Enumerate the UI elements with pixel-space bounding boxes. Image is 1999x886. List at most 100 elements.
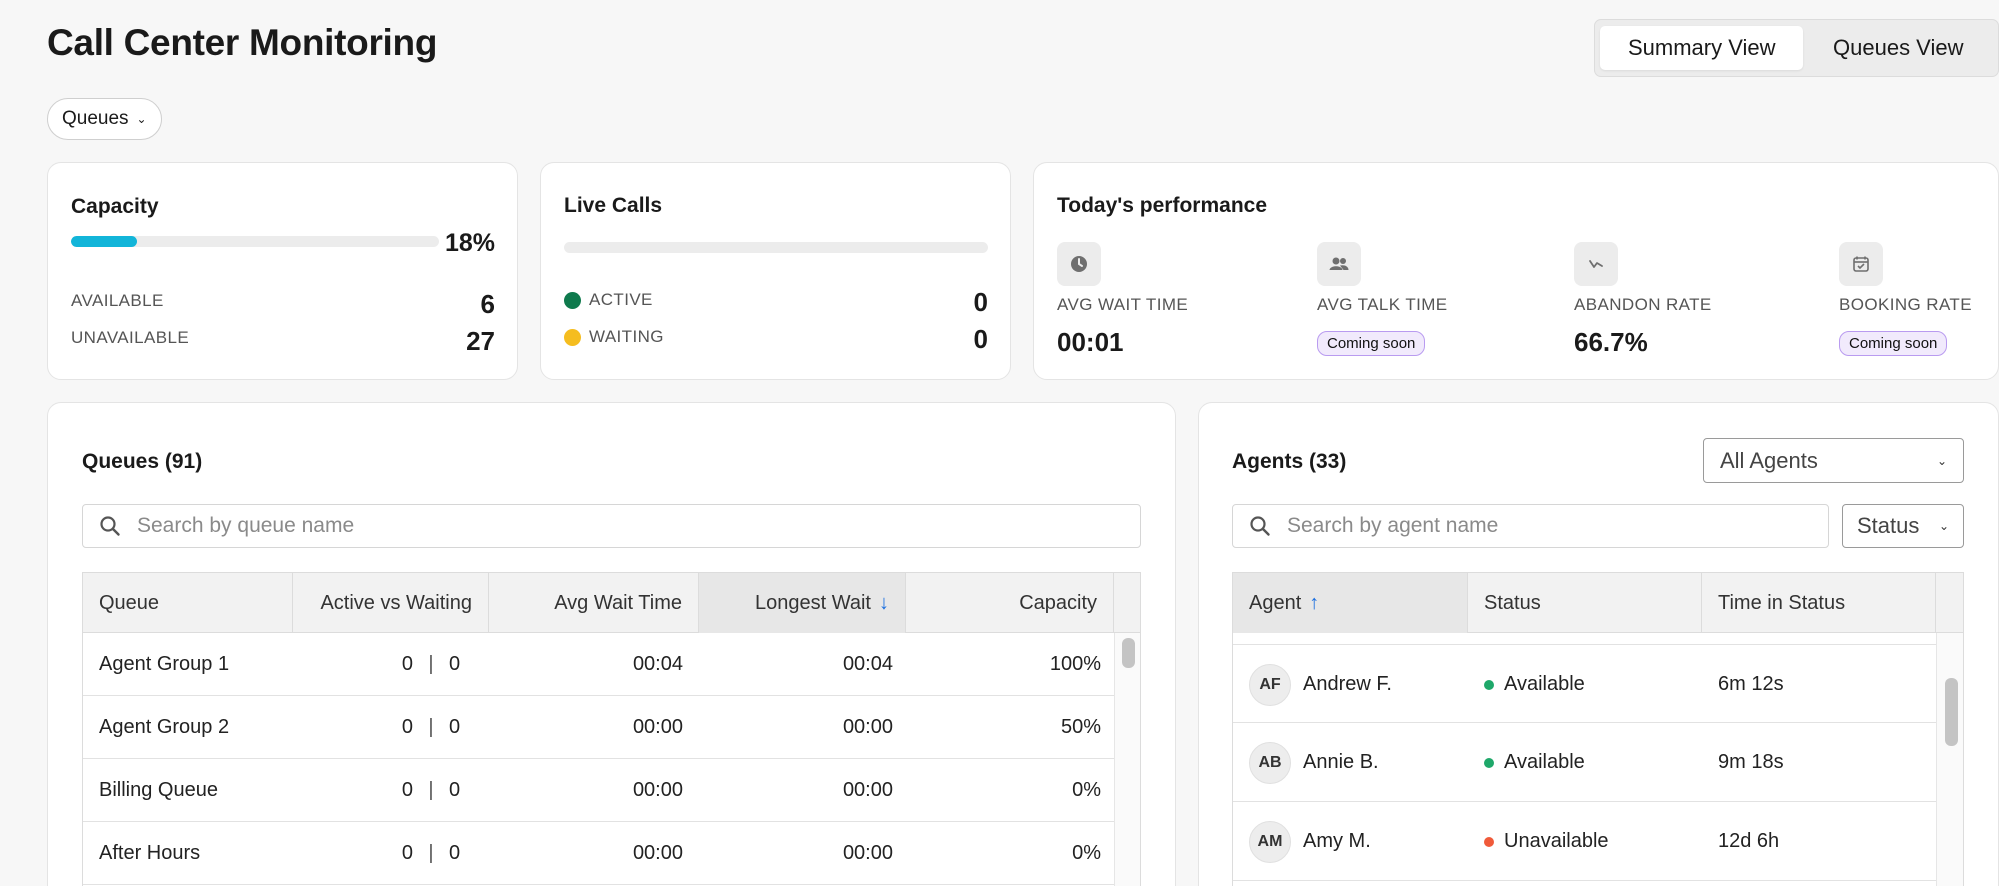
waiting-legend: WAITING (564, 327, 664, 347)
queue-name: Agent Group 2 (99, 716, 230, 738)
agents-filter-value: All Agents (1720, 447, 1818, 473)
status-cell: Available (1484, 645, 1585, 724)
active-waiting-separator: | (428, 716, 434, 738)
agent-cell: AM Amy M. (1249, 802, 1371, 881)
waiting-count: 0 (449, 716, 461, 738)
col-longest-wait-label: Longest Wait (755, 591, 871, 614)
col-longest-wait[interactable]: Longest Wait ↓ (699, 573, 906, 633)
col-avg-wait-time[interactable]: Avg Wait Time (489, 573, 699, 633)
active-count: 0 (401, 716, 413, 738)
waiting-count: 0 (449, 842, 461, 864)
agent-row[interactable]: AB Annie B. Available 9m 18s (1233, 723, 1936, 802)
capacity-title: Capacity (71, 195, 159, 218)
capacity-card: Capacity 18% AVAILABLE 6 UNAVAILABLE 27 (47, 162, 518, 380)
queue-capacity: 0% (1072, 779, 1101, 801)
col-queue[interactable]: Queue (83, 573, 293, 633)
agent-cell: AF Andrew F. (1249, 645, 1392, 724)
unavailable-value: 27 (466, 326, 495, 356)
queues-panel-title: Queues (91) (82, 450, 203, 473)
col-agent[interactable]: Agent ↑ (1233, 573, 1468, 633)
booking-rate-label: BOOKING RATE (1839, 295, 1972, 314)
live-calls-progress-bar (564, 242, 988, 253)
clock-icon (1057, 242, 1101, 286)
capacity-percent: 18% (444, 229, 495, 257)
avg-wait-time: 00:00 (632, 779, 683, 801)
queues-view-button[interactable]: Queues View (1833, 35, 1964, 60)
queue-name: After Hours (99, 842, 201, 864)
agents-scroll-thumb[interactable] (1945, 678, 1958, 746)
active-legend: ACTIVE (564, 290, 653, 310)
agent-row[interactable]: AM Amy M. Unavailable 12d 6h (1233, 802, 1936, 881)
agent-name: Amy M. (1303, 830, 1371, 852)
agent-status: Unavailable (1504, 830, 1609, 852)
queue-search-input[interactable]: Search by queue name (82, 504, 1141, 548)
calendar-check-icon (1839, 242, 1883, 286)
avatar: AF (1249, 663, 1291, 706)
time-in-status: 9m 18s (1718, 751, 1784, 773)
agent-name: Annie B. (1303, 751, 1379, 773)
waiting-status-dot (564, 328, 581, 346)
col-status[interactable]: Status (1468, 573, 1702, 633)
booking-coming-soon-badge: Coming soon (1839, 331, 1948, 356)
status-dot (1484, 836, 1494, 847)
live-calls-title: Live Calls (564, 194, 663, 217)
table-row[interactable]: Agent Group 2 0 | 0 00:00 00:00 50% (83, 696, 1114, 759)
status-dot (1484, 757, 1494, 768)
status-dot (1484, 679, 1494, 690)
avg-wait-value: 00:01 (1057, 327, 1124, 357)
people-icon (1317, 242, 1361, 286)
search-icon (1250, 516, 1270, 536)
active-count: 0 (401, 779, 413, 801)
longest-wait: 00:00 (842, 842, 893, 864)
unavailable-label: UNAVAILABLE (71, 328, 190, 347)
queue-search-placeholder: Search by queue name (137, 514, 355, 537)
agents-panel-title: Agents (33) (1232, 450, 1347, 473)
agents-table: Agent ↑ Status Time in Status AF Andrew F… (1232, 572, 1964, 886)
active-count: 0 (401, 842, 413, 864)
agent-search-input[interactable]: Search by agent name (1232, 504, 1829, 548)
queues-table-header: Queue Active vs Waiting Avg Wait Time Lo… (83, 573, 1140, 633)
table-row[interactable]: Agent Group 1 0 | 0 00:04 00:04 100% (83, 633, 1114, 696)
live-calls-card: Live Calls ACTIVE 0 WAITING 0 (540, 162, 1011, 380)
search-icon (100, 516, 120, 536)
avatar: AM (1249, 820, 1291, 863)
agents-panel: Agents (33) All Agents ⌄ Search by agent… (1198, 402, 1999, 886)
queues-filter-label: Queues (62, 108, 129, 129)
queues-scroll-thumb[interactable] (1122, 638, 1135, 668)
page-title: Call Center Monitoring (47, 22, 438, 63)
col-time-in-status[interactable]: Time in Status (1702, 573, 1936, 633)
available-value: 6 (480, 289, 495, 319)
active-waiting-separator: | (428, 779, 434, 801)
status-cell: Unavailable (1484, 802, 1609, 881)
active-waiting-separator: | (428, 842, 434, 864)
queues-filter-dropdown[interactable]: Queues ⌄ (47, 98, 162, 140)
status-filter-label: Status (1857, 513, 1920, 538)
agent-row[interactable]: AF Andrew F. Available 6m 12s (1233, 644, 1936, 723)
agents-scrollbar[interactable] (1936, 633, 1963, 886)
queues-table: Queue Active vs Waiting Avg Wait Time Lo… (82, 572, 1141, 886)
summary-view-button[interactable]: Summary View (1600, 26, 1804, 70)
abandon-rate-label: ABANDON RATE (1574, 295, 1712, 314)
longest-wait: 00:00 (842, 779, 893, 801)
capacity-progress-bar (71, 236, 439, 247)
active-label: ACTIVE (589, 290, 653, 309)
col-active-vs-waiting[interactable]: Active vs Waiting (293, 573, 489, 633)
abandon-trend-icon (1574, 242, 1618, 286)
time-in-status: 12d 6h (1718, 830, 1780, 852)
status-cell: Available (1484, 723, 1585, 802)
agent-status: Available (1504, 751, 1585, 773)
col-capacity[interactable]: Capacity (906, 573, 1114, 633)
waiting-count: 0 (449, 779, 461, 801)
sort-up-arrow-icon: ↑ (1309, 591, 1320, 614)
queue-capacity: 50% (1060, 716, 1101, 738)
avg-wait-label: AVG WAIT TIME (1057, 295, 1189, 314)
table-row[interactable]: After Hours 0 | 0 00:00 00:00 0% (83, 822, 1114, 885)
active-count: 0 (401, 653, 413, 675)
table-row[interactable]: Billing Queue 0 | 0 00:00 00:00 0% (83, 759, 1114, 822)
longest-wait: 00:00 (842, 716, 893, 738)
header-scroll-spacer (1936, 573, 1963, 633)
status-filter-dropdown[interactable]: Status ⌄ (1842, 504, 1964, 548)
agents-filter-dropdown[interactable]: All Agents ⌄ (1703, 438, 1964, 483)
agent-search-placeholder: Search by agent name (1287, 514, 1499, 537)
queues-scrollbar[interactable] (1114, 633, 1140, 886)
